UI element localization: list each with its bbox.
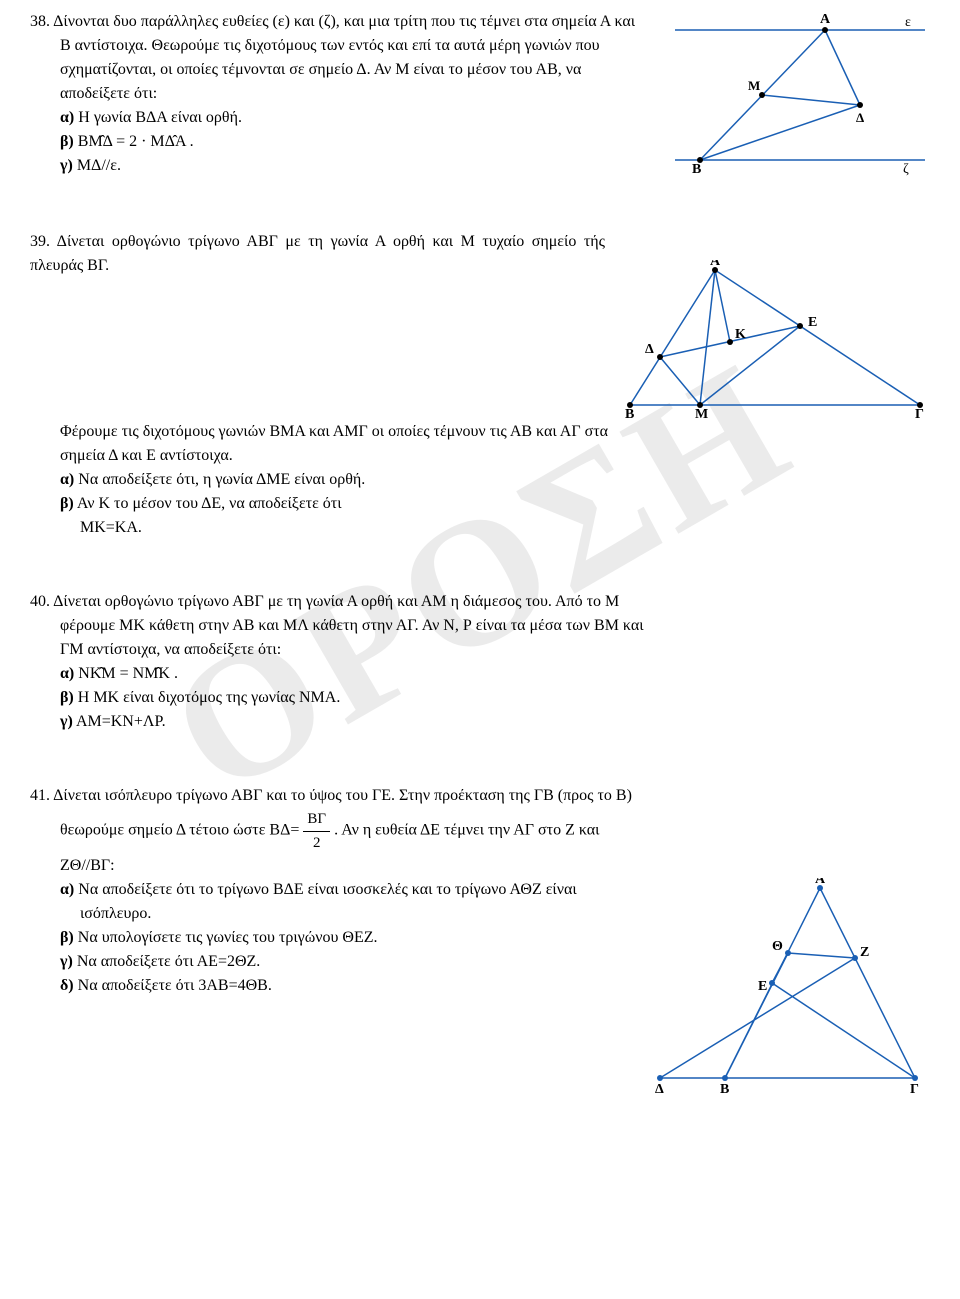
problem-num-41: 41. (30, 787, 50, 804)
p40-a-label: α) (60, 665, 74, 682)
p40-intro1: Δίνεται ορθογώνιο τρίγωνο ΑΒΓ με τη γωνί… (53, 593, 619, 610)
p41-d-label: δ) (60, 977, 74, 994)
label-D: Δ (655, 1082, 664, 1097)
p39-b-text1: Αν Κ το μέσον του ΔΕ, να αποδείξετε ότι (77, 495, 342, 512)
problem-39: Α Β Γ Μ Δ Ε Κ 39. Δίνεται ορθογώνιο τρίγ… (30, 230, 930, 540)
p41-c-label: γ) (60, 953, 73, 970)
p41-c-text: Να αποδείξετε ότι ΑΕ=2ΘΖ. (77, 953, 261, 970)
p41-intro2a: θεωρούμε σημείο Δ τέτοιο ώστε ΒΔ= (60, 822, 299, 839)
p38-c-label: γ) (60, 157, 73, 174)
label-G: Γ (915, 407, 924, 420)
label-Th: Θ (772, 939, 783, 954)
p40-a-text: ΝΚ̂Μ = ΝΜ̂Κ . (78, 665, 178, 682)
p38-a-text: Η γωνία ΒΔΑ είναι ορθή. (78, 109, 242, 126)
frac-den: 2 (303, 832, 330, 855)
p39-a-label: α) (60, 471, 74, 488)
label-Z: Ζ (860, 945, 869, 960)
frac-num: ΒΓ (303, 808, 330, 832)
label-D: Δ (856, 110, 864, 125)
p38-a-label: α) (60, 109, 74, 126)
label-eps: ε (905, 15, 911, 30)
label-E: Ε (808, 315, 817, 330)
label-B: Β (720, 1082, 729, 1097)
p38-b-text: ΒΜ̂Δ = 2 · ΜΔ̂Α . (78, 133, 194, 150)
p38-c-text: ΜΔ//ε. (77, 157, 121, 174)
p38-intro2: Β αντίστοιχα. Θεωρούμε τις διχοτόμους τω… (30, 34, 600, 58)
p41-intro3: ΖΘ//ΒΓ: (30, 854, 115, 878)
label-M: Μ (748, 78, 760, 93)
figure-39: Α Β Γ Μ Δ Ε Κ (620, 260, 930, 420)
problem-40: 40. Δίνεται ορθογώνιο τρίγωνο ΑΒΓ με τη … (30, 590, 930, 734)
problem-num-38: 38. (30, 13, 50, 30)
figure-38: Α Β Μ Δ ε ζ (670, 10, 930, 180)
fraction-BG2: ΒΓ 2 (303, 808, 330, 854)
p40-intro3: ΓΜ αντίστοιχα, να αποδείξετε ότι: (30, 638, 281, 662)
p39-b-text2: ΜΚ=ΚΑ. (80, 519, 142, 536)
p41-intro1: Δίνεται ισόπλευρο τρίγωνο ΑΒΓ και το ύψο… (53, 787, 632, 804)
problem-num-39: 39. (30, 233, 50, 250)
p38-b-label: β) (60, 133, 74, 150)
problem-41: 41. Δίνεται ισόπλευρο τρίγωνο ΑΒΓ και το… (30, 784, 930, 1098)
label-A: Α (710, 260, 721, 269)
p40-c-text: ΑΜ=ΚΝ+ΛΡ. (76, 713, 166, 730)
label-G: Γ (910, 1082, 919, 1097)
p40-b-text: Η ΜΚ είναι διχοτόμος της γωνίας ΝΜΑ. (78, 689, 341, 706)
label-B: Β (692, 162, 701, 177)
p40-c-label: γ) (60, 713, 73, 730)
p39-b-label: β) (60, 495, 74, 512)
p41-a-text2: ισόπλευρο. (80, 905, 151, 922)
p41-d-text: Να αποδείξετε ότι 3ΑΒ=4ΘΒ. (78, 977, 272, 994)
p40-b-label: β) (60, 689, 74, 706)
label-B: Β (625, 407, 634, 420)
label-K: Κ (735, 327, 746, 342)
p38-intro4: αποδείξετε ότι: (30, 82, 157, 106)
problem-num-40: 40. (30, 593, 50, 610)
label-A: Α (820, 12, 831, 27)
problem-38: Α Β Μ Δ ε ζ 38. Δίνονται δυο παράλληλες … (30, 10, 930, 180)
p41-intro2b: . Αν η ευθεία ΔΕ τέμνει την ΑΓ στο Ζ και (334, 822, 599, 839)
p41-a-label: α) (60, 881, 74, 898)
label-A: Α (815, 878, 826, 887)
label-zeta: ζ (903, 162, 909, 177)
p39-intro3: σημεία Δ και Ε αντίστοιχα. (30, 444, 233, 468)
p38-intro3: σχηματίζονται, οι οποίες τέμνονται σε ση… (30, 58, 581, 82)
p41-a-text1: Να αποδείξετε ότι το τρίγωνο ΒΔΕ είναι ι… (78, 881, 576, 898)
label-E: Ε (758, 979, 767, 994)
label-D: Δ (645, 342, 654, 357)
p38-intro1: Δίνονται δυο παράλληλες ευθείες (ε) και … (53, 13, 635, 30)
label-M: Μ (695, 407, 708, 420)
p40-intro2: φέρουμε ΜΚ κάθετη στην ΑΒ και ΜΛ κάθετη … (30, 614, 644, 638)
p41-b-text: Να υπολογίσετε τις γωνίες του τριγώνου Θ… (78, 929, 378, 946)
p39-a-text: Να αποδείξετε ότι, η γωνία ΔΜΕ είναι ορθ… (78, 471, 365, 488)
p39-intro1: Δίνεται ορθογώνιο τρίγωνο ΑΒΓ με τη γωνί… (30, 233, 605, 274)
figure-41: Α Β Γ Δ Ε Ζ Θ (650, 878, 930, 1098)
p39-intro2: Φέρουμε τις διχοτόμους γωνιών ΒΜΑ και ΑΜ… (30, 420, 608, 444)
p41-b-label: β) (60, 929, 74, 946)
